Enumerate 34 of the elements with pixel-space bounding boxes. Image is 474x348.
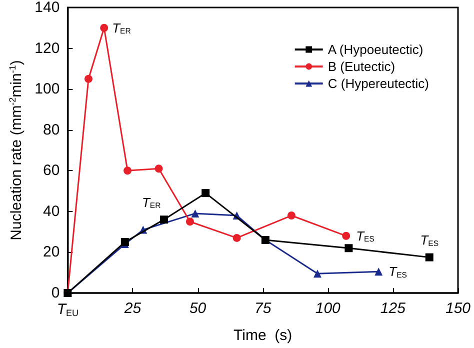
y-tick-label: 80 bbox=[42, 121, 60, 138]
x-tick-label: 75 bbox=[254, 300, 272, 317]
point bbox=[154, 164, 163, 173]
x-tick-label: 50 bbox=[189, 300, 207, 317]
x-tick-label: 150 bbox=[445, 300, 472, 317]
y-tick-label: 140 bbox=[34, 0, 60, 16]
legend-label: B (Eutectic) bbox=[328, 59, 396, 74]
point bbox=[374, 268, 383, 276]
y-tick-label: 100 bbox=[34, 80, 60, 98]
point bbox=[313, 270, 322, 278]
point bbox=[160, 216, 168, 224]
point bbox=[84, 74, 92, 83]
legend-label: C (Hypereutectic) bbox=[328, 76, 430, 91]
point bbox=[186, 218, 194, 226]
point bbox=[287, 212, 296, 220]
y-tick-label: 60 bbox=[42, 162, 60, 180]
y-axis-title: Nucleation rate (mm-2min-1) bbox=[8, 60, 25, 240]
point bbox=[425, 253, 434, 262]
y-tick-label: 0 bbox=[51, 284, 60, 302]
x-axis-title: Time (s) bbox=[234, 327, 292, 344]
x-tick-label: 25 bbox=[123, 300, 142, 317]
y-tick-label: 20 bbox=[42, 244, 60, 261]
point bbox=[344, 244, 353, 252]
y-tick-label: 120 bbox=[34, 40, 60, 57]
point bbox=[202, 189, 210, 198]
legend-label: A (Hypoeutectic) bbox=[328, 42, 424, 57]
point bbox=[124, 166, 132, 175]
point bbox=[342, 232, 350, 240]
point bbox=[100, 24, 108, 32]
x-tick-label: 100 bbox=[315, 300, 342, 317]
y-tick-label: 40 bbox=[42, 202, 60, 220]
x-tick-label: 125 bbox=[380, 300, 406, 317]
point bbox=[232, 234, 241, 242]
point bbox=[191, 209, 200, 218]
